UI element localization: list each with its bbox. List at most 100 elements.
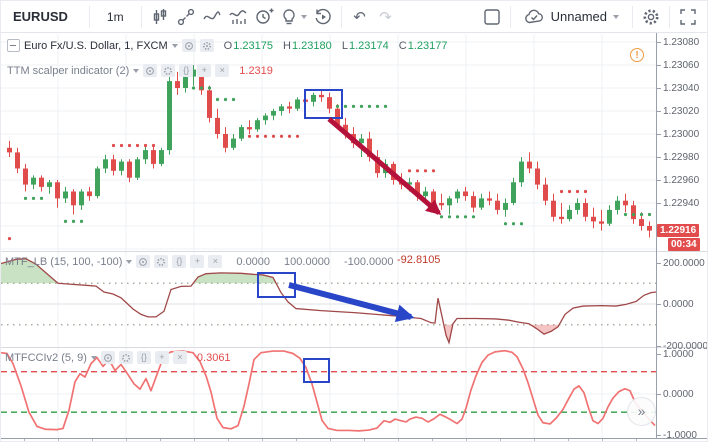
indicator-value: 1.2319	[239, 64, 273, 77]
toolbar-separator	[669, 5, 670, 28]
price-axis-label: 1.23060	[657, 60, 699, 71]
symbol-button[interactable]: EURUSD	[7, 9, 84, 24]
compare-icon	[177, 8, 194, 25]
main-price-pane[interactable]	[1, 34, 656, 251]
scroll-to-recent-button[interactable]: »	[627, 397, 656, 426]
main-series-legend: Euro Fx/U.S. Dollar, 1, FXCM O1.23175 H1…	[7, 39, 448, 52]
eye-icon[interactable]	[136, 255, 151, 268]
add-icon[interactable]: +	[190, 255, 205, 268]
time-axis-tick	[126, 439, 127, 441]
chevron-down-icon	[126, 259, 133, 264]
line-tools-button[interactable]	[199, 4, 225, 30]
price-axis-label: 0.0000	[657, 299, 694, 310]
mtf-lb-legend: MTF_LB (15, 100, -100) {} + × 0.0000 100…	[5, 255, 393, 268]
save-layout-button[interactable]: Unnamed	[516, 9, 627, 25]
fullscreen-icon	[680, 8, 696, 25]
time-axis-tick	[636, 439, 637, 441]
data-warning-icon[interactable]: !	[630, 48, 644, 62]
pane-divider[interactable]	[1, 251, 707, 252]
plot-value-0: 0.0000	[236, 255, 271, 268]
price-axis-label: -200.0000	[657, 341, 707, 352]
source-code-icon[interactable]: {}	[172, 255, 187, 268]
source-code-icon[interactable]: {}	[179, 64, 194, 77]
time-axis-tick	[194, 439, 195, 441]
mtfcci-pane[interactable]	[1, 348, 656, 438]
indicator-title[interactable]: MTF_LB (15, 100, -100)	[5, 255, 123, 268]
interval-button[interactable]: 1m	[95, 10, 136, 24]
time-axis-tick	[364, 439, 365, 441]
indicator-title[interactable]: TTM scalper indicator (2)	[7, 64, 130, 77]
price-axis-label: 200.0000	[657, 258, 705, 269]
collapse-pane-icon[interactable]	[7, 39, 20, 52]
compare-button[interactable]	[173, 4, 199, 30]
time-axis-tick	[92, 439, 93, 441]
indicator-title[interactable]: MTFCCIv2 (5, 9)	[5, 351, 87, 364]
price-axis-label: 1.0000	[657, 349, 694, 360]
time-axis-tick	[432, 439, 433, 441]
wave-icon	[202, 10, 221, 19]
close-icon[interactable]: ×	[208, 255, 223, 268]
ttm-scalper-legend: TTM scalper indicator (2) {} + × 1.2319	[7, 64, 273, 77]
time-axis-tick	[330, 439, 331, 441]
time-axis[interactable]	[1, 438, 707, 441]
layout-name-label: Unnamed	[550, 9, 607, 24]
redo-button[interactable]: ↷	[373, 4, 399, 30]
lightbulb-icon	[282, 8, 295, 24]
mtf-lb-pane[interactable]	[1, 252, 656, 347]
eye-icon[interactable]	[100, 351, 115, 364]
toolbar-separator	[632, 5, 633, 28]
fullscreen-button[interactable]	[675, 4, 701, 30]
time-axis-tick	[262, 439, 263, 441]
time-axis-tick	[500, 439, 501, 441]
indicators-button[interactable]	[225, 4, 251, 30]
source-code-icon[interactable]: {}	[136, 351, 151, 364]
mtfcci-legend: MTFCCIv2 (5, 9) {} + × 0.3061	[5, 351, 231, 364]
close-icon[interactable]: ×	[172, 351, 187, 364]
plot-value-1: 100.0000	[284, 255, 330, 268]
time-axis-tick	[160, 439, 161, 441]
layout-button[interactable]	[479, 4, 505, 30]
toolbar-separator	[340, 5, 342, 28]
gear-icon[interactable]	[199, 39, 214, 52]
add-alert-button[interactable]	[251, 4, 277, 30]
top-toolbar: EURUSD 1m	[1, 1, 707, 33]
candlestick-icon	[153, 8, 166, 24]
add-icon[interactable]: +	[154, 351, 169, 364]
close-icon[interactable]: ×	[215, 64, 230, 77]
undo-button[interactable]: ↶	[347, 4, 373, 30]
eye-icon[interactable]	[143, 64, 158, 77]
gear-icon	[643, 9, 659, 24]
replay-icon	[315, 8, 331, 24]
symbol-title[interactable]: Euro Fx/U.S. Dollar, 1, FXCM	[24, 39, 168, 52]
toolbar-separator	[140, 5, 142, 28]
price-axis-label: 1.23040	[657, 83, 699, 94]
chevron-down-icon	[171, 43, 178, 48]
gear-icon[interactable]	[154, 255, 169, 268]
pane-divider[interactable]	[1, 347, 707, 348]
chart-style-candles-button[interactable]	[147, 4, 173, 30]
chart-area: 1.23080 1.23060 1.23040 1.23020 1.23000 1.229…	[1, 33, 707, 441]
mtf-lb-last-value: -92.8105	[397, 254, 441, 266]
indicators-icon	[228, 9, 247, 24]
time-axis-tick	[466, 439, 467, 441]
time-axis-tick	[398, 439, 399, 441]
ideas-button[interactable]	[277, 4, 310, 30]
settings-button[interactable]	[638, 4, 664, 30]
toolbar-separator	[88, 5, 90, 28]
gear-icon[interactable]	[161, 64, 176, 77]
gear-icon[interactable]	[118, 351, 133, 364]
chevron-down-icon	[133, 68, 140, 73]
add-icon[interactable]: +	[197, 64, 212, 77]
time-axis-tick	[534, 439, 535, 441]
time-axis-tick	[24, 439, 25, 441]
price-axis-label: 1.22960	[657, 175, 699, 186]
layout-square-icon	[483, 8, 500, 25]
replay-button[interactable]	[310, 4, 336, 30]
time-axis-tick	[228, 439, 229, 441]
eye-icon[interactable]	[181, 39, 196, 52]
chevron-down-icon	[90, 355, 97, 360]
toolbar-right-group: Unnamed	[479, 4, 701, 30]
indicator-value: 0.3061	[196, 351, 231, 364]
price-axis[interactable]: 1.23080 1.23060 1.23040 1.23020 1.23000 1.229…	[656, 33, 707, 441]
price-axis-label: -1.0000	[657, 430, 697, 441]
